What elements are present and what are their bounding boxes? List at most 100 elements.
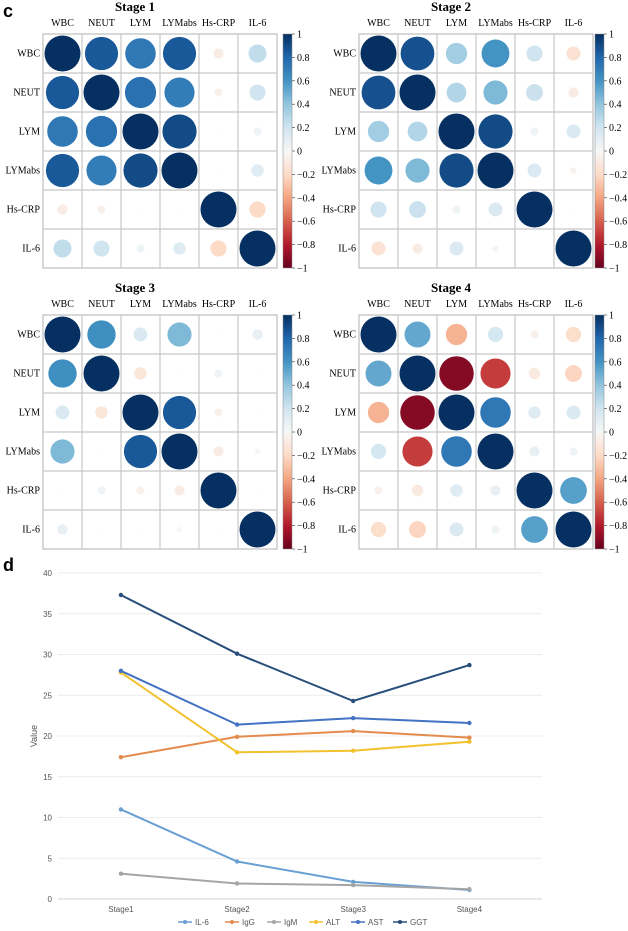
- series-line-igm: [120, 872, 470, 891]
- corr-circle: [477, 152, 514, 189]
- corr-circle: [569, 447, 578, 456]
- corr-circle: [44, 316, 81, 353]
- y-tick-label: 5: [48, 854, 53, 863]
- corr-circle: [528, 367, 541, 380]
- colorbar-tick-label: 1: [609, 30, 614, 41]
- corr-row-label: LYM: [335, 408, 356, 419]
- corr-row-label: LYMabs: [321, 166, 356, 177]
- corr-circle: [516, 472, 553, 509]
- corr-col-label: WBC: [367, 299, 390, 310]
- y-tick-label: 20: [43, 732, 52, 741]
- corr-circle: [361, 75, 396, 110]
- corr-circle: [565, 365, 582, 382]
- corr-circle: [134, 367, 147, 380]
- corr-circle: [492, 245, 499, 252]
- corr-circle: [93, 240, 110, 257]
- colorbar-tick-label: 0: [609, 428, 614, 439]
- corr-col-label: IL-6: [249, 18, 267, 29]
- corr-circle: [409, 521, 426, 538]
- corr-circle: [213, 446, 224, 457]
- colorbar-tick-label: −0.4: [609, 193, 627, 204]
- corr-circle: [53, 239, 72, 258]
- corr-circle: [256, 411, 259, 414]
- corr-circle: [481, 39, 510, 68]
- corr-title: Stage 4: [431, 280, 472, 295]
- corr-circle: [555, 230, 592, 267]
- corr-circle: [217, 333, 220, 336]
- corr-circle: [568, 87, 579, 98]
- legend-label: IgG: [242, 918, 255, 927]
- y-tick-label: 10: [43, 814, 52, 823]
- corr-circle: [217, 130, 220, 133]
- colorbar-tick-label: −0.8: [609, 521, 627, 532]
- corr-circle: [374, 486, 383, 495]
- corr-col-label: Hs-CRP: [518, 18, 552, 29]
- corr-row-label: IL-6: [22, 244, 40, 255]
- corr-circle: [123, 434, 158, 469]
- y-tick-label: 30: [43, 651, 52, 660]
- colorbar-tick-label: 0.6: [609, 357, 622, 368]
- corr-circle: [45, 75, 80, 110]
- corr-circle: [566, 124, 581, 139]
- legend-swatch-marker: [230, 920, 234, 924]
- corr-circle: [399, 74, 436, 111]
- corr-circle: [407, 121, 428, 142]
- series-line-ast: [120, 669, 470, 726]
- corr-circle: [409, 201, 426, 218]
- colorbar-tick-label: −0.8: [297, 240, 315, 251]
- corr-circle: [50, 439, 75, 464]
- corr-circle: [95, 406, 108, 419]
- corr-circle: [164, 77, 195, 108]
- colorbar-tick-label: −0.6: [297, 217, 315, 228]
- colorbar: [594, 33, 605, 269]
- series-point-il-6: [351, 879, 356, 885]
- corr-circle: [83, 74, 120, 111]
- corr-circle: [174, 485, 185, 496]
- legend-swatch-marker: [398, 920, 402, 924]
- corr-circle: [570, 167, 577, 174]
- colorbar-tick-label: −0.6: [609, 217, 627, 228]
- colorbar-tick-label: 0.4: [297, 100, 310, 111]
- corr-circle: [516, 191, 553, 228]
- corr-circle: [254, 448, 261, 455]
- corr-title: Stage 3: [115, 280, 156, 295]
- colorbar-tick-label: −0.8: [609, 240, 627, 251]
- y-tick-label: 40: [43, 569, 52, 578]
- corr-circle: [61, 489, 64, 492]
- colorbar-tick-label: 0.2: [609, 123, 622, 134]
- corr-row-label: IL-6: [22, 525, 40, 536]
- corr-circle: [252, 329, 263, 340]
- corr-circle: [526, 45, 543, 62]
- corr-row-label: IL-6: [338, 244, 356, 255]
- corr-circle: [491, 525, 500, 534]
- corr-circle: [200, 191, 237, 228]
- corr-circle: [566, 46, 581, 61]
- series-point-ggt: [118, 592, 124, 598]
- corr-circle: [97, 205, 106, 214]
- corr-circle: [411, 484, 424, 497]
- corr-circle: [210, 240, 227, 257]
- corr-col-label: LYM: [446, 299, 467, 310]
- corr-circle: [438, 394, 475, 431]
- colorbar: [594, 314, 605, 550]
- series-point-il-6: [234, 859, 240, 864]
- corr-row-label: WBC: [333, 49, 356, 60]
- corr-col-label: WBC: [51, 299, 74, 310]
- corr-circle: [136, 486, 145, 495]
- corr-row-label: NEUT: [329, 88, 356, 99]
- corr-circle: [412, 243, 423, 254]
- colorbar-tick-label: 0: [609, 147, 614, 158]
- colorbar-tick-label: 0.4: [297, 381, 310, 392]
- corr-row-label: WBC: [333, 330, 356, 341]
- series-point-igg: [118, 755, 124, 760]
- corr-circle: [173, 242, 186, 255]
- corr-row-label: NEUT: [329, 369, 356, 380]
- legend-swatch-marker: [356, 920, 360, 924]
- corr-col-label: LYM: [130, 18, 151, 29]
- corr-circle: [438, 113, 475, 150]
- corr-circle: [162, 114, 197, 149]
- corr-circle: [214, 408, 223, 417]
- y-axis-title: Value: [29, 725, 39, 747]
- series-point-igg: [351, 728, 356, 734]
